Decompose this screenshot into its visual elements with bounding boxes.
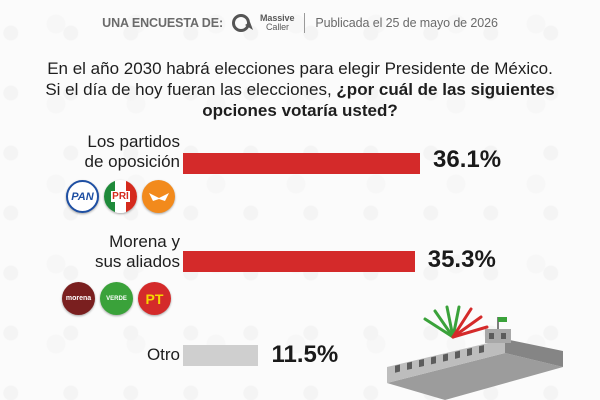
bar-morena [183, 251, 415, 272]
category-label-otro: Otro [146, 345, 180, 364]
pan-logo-icon: PAN [66, 180, 99, 213]
bar-otro [183, 345, 259, 366]
morena-logo-icon: morena [62, 282, 95, 315]
national-palace-illustration [387, 305, 563, 400]
mc-eagle-icon [148, 192, 169, 201]
pri-logo-text: PRI [111, 191, 130, 202]
question-line-2-bold: ¿por cuál de las siguientes [336, 80, 555, 99]
massive-caller-logo: Massive Caller [231, 13, 294, 33]
pan-logo-text: PAN [71, 190, 94, 203]
category-label-morena: Morena y sus aliados [94, 232, 180, 271]
morena-ally-logos: morena VERDE PT [62, 282, 171, 315]
palace-building [387, 317, 563, 400]
question-line-2-normal: Si el día de hoy fueran las elecciones, [45, 80, 337, 99]
brand-sub: Caller [266, 22, 289, 32]
opposition-party-logos: PAN PRI [66, 180, 175, 213]
published-date: Publicada el 25 de mayo de 2026 [315, 16, 498, 30]
value-label-morena: 35.3% [427, 246, 496, 273]
pvem-logo-text: VERDE [106, 295, 127, 302]
pt-logo-text: PT [145, 290, 164, 307]
pt-logo-icon: PT [138, 282, 171, 315]
massive-caller-logo-icon [232, 14, 254, 32]
fireworks-decoration [423, 305, 489, 339]
header-divider [304, 13, 306, 33]
survey-question: En el año 2030 habrá elecciones para ele… [20, 58, 580, 121]
survey-header: UNA ENCUESTA DE: Massive Caller Publicad… [0, 8, 600, 38]
question-line-1: En el año 2030 habrá elecciones para ele… [47, 59, 553, 78]
value-label-otro: 11.5% [271, 341, 339, 368]
bar-opposition [183, 153, 420, 174]
pvem-logo-icon: VERDE [100, 282, 133, 315]
brand-name: Massive [260, 13, 295, 23]
movimiento-ciudadano-logo-icon [142, 180, 175, 213]
question-line-3-bold: opciones votaría usted? [202, 101, 398, 120]
value-label-opposition: 36.1% [433, 146, 502, 173]
survey-label: UNA ENCUESTA DE: [102, 16, 224, 30]
pri-logo-icon: PRI [104, 180, 137, 213]
category-label-opposition: Los partidos de oposición [84, 132, 180, 171]
question-line-2: Si el día de hoy fueran las elecciones, … [20, 79, 580, 100]
morena-logo-text: morena [65, 295, 92, 302]
